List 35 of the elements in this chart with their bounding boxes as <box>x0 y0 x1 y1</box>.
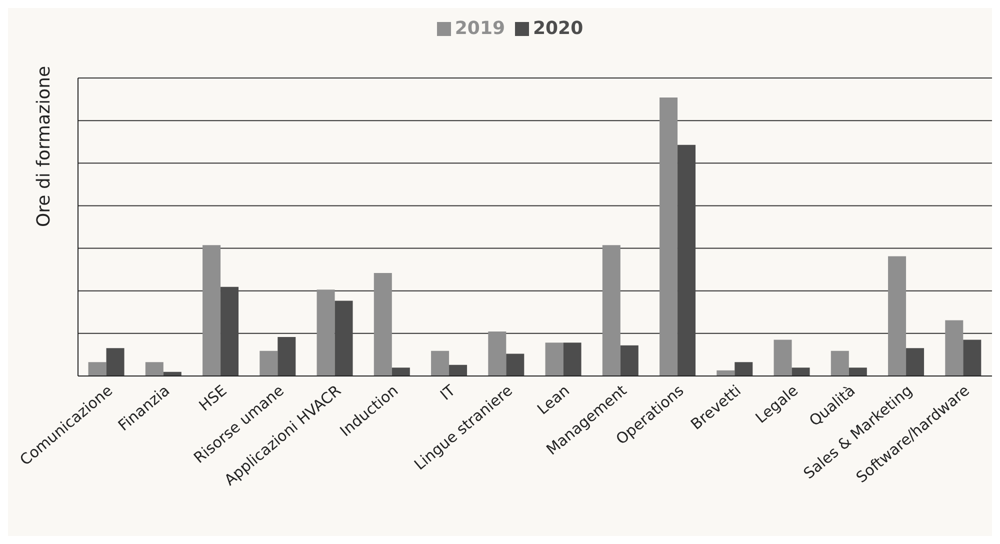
bar <box>774 340 792 376</box>
bar <box>392 368 410 376</box>
bar <box>602 245 620 376</box>
bar <box>620 345 638 376</box>
bar <box>848 368 867 376</box>
bar <box>734 362 753 376</box>
bar <box>545 342 564 376</box>
bar <box>660 97 678 376</box>
bar <box>888 256 906 376</box>
bar <box>431 350 450 376</box>
legend-label: 2020 <box>533 18 584 39</box>
y-axis-title: Ore di formazione <box>33 66 54 227</box>
bar <box>260 350 278 376</box>
legend-label: 2019 <box>454 18 505 39</box>
bar <box>145 362 164 376</box>
bar <box>316 290 335 376</box>
bar <box>678 144 696 376</box>
bar <box>906 348 924 376</box>
bar <box>506 354 524 376</box>
x-tick-label: IT <box>436 380 460 404</box>
bar <box>334 300 353 376</box>
bar <box>374 272 392 376</box>
bar <box>220 286 239 376</box>
bar <box>830 350 849 376</box>
bar <box>449 364 468 376</box>
bar <box>945 320 964 376</box>
bar <box>963 340 982 376</box>
bar <box>88 362 106 376</box>
bar <box>563 342 582 376</box>
bar <box>716 370 735 376</box>
bar <box>792 368 810 376</box>
bar <box>488 331 506 376</box>
bar <box>106 348 124 376</box>
bar <box>202 245 221 376</box>
bar <box>278 337 296 376</box>
